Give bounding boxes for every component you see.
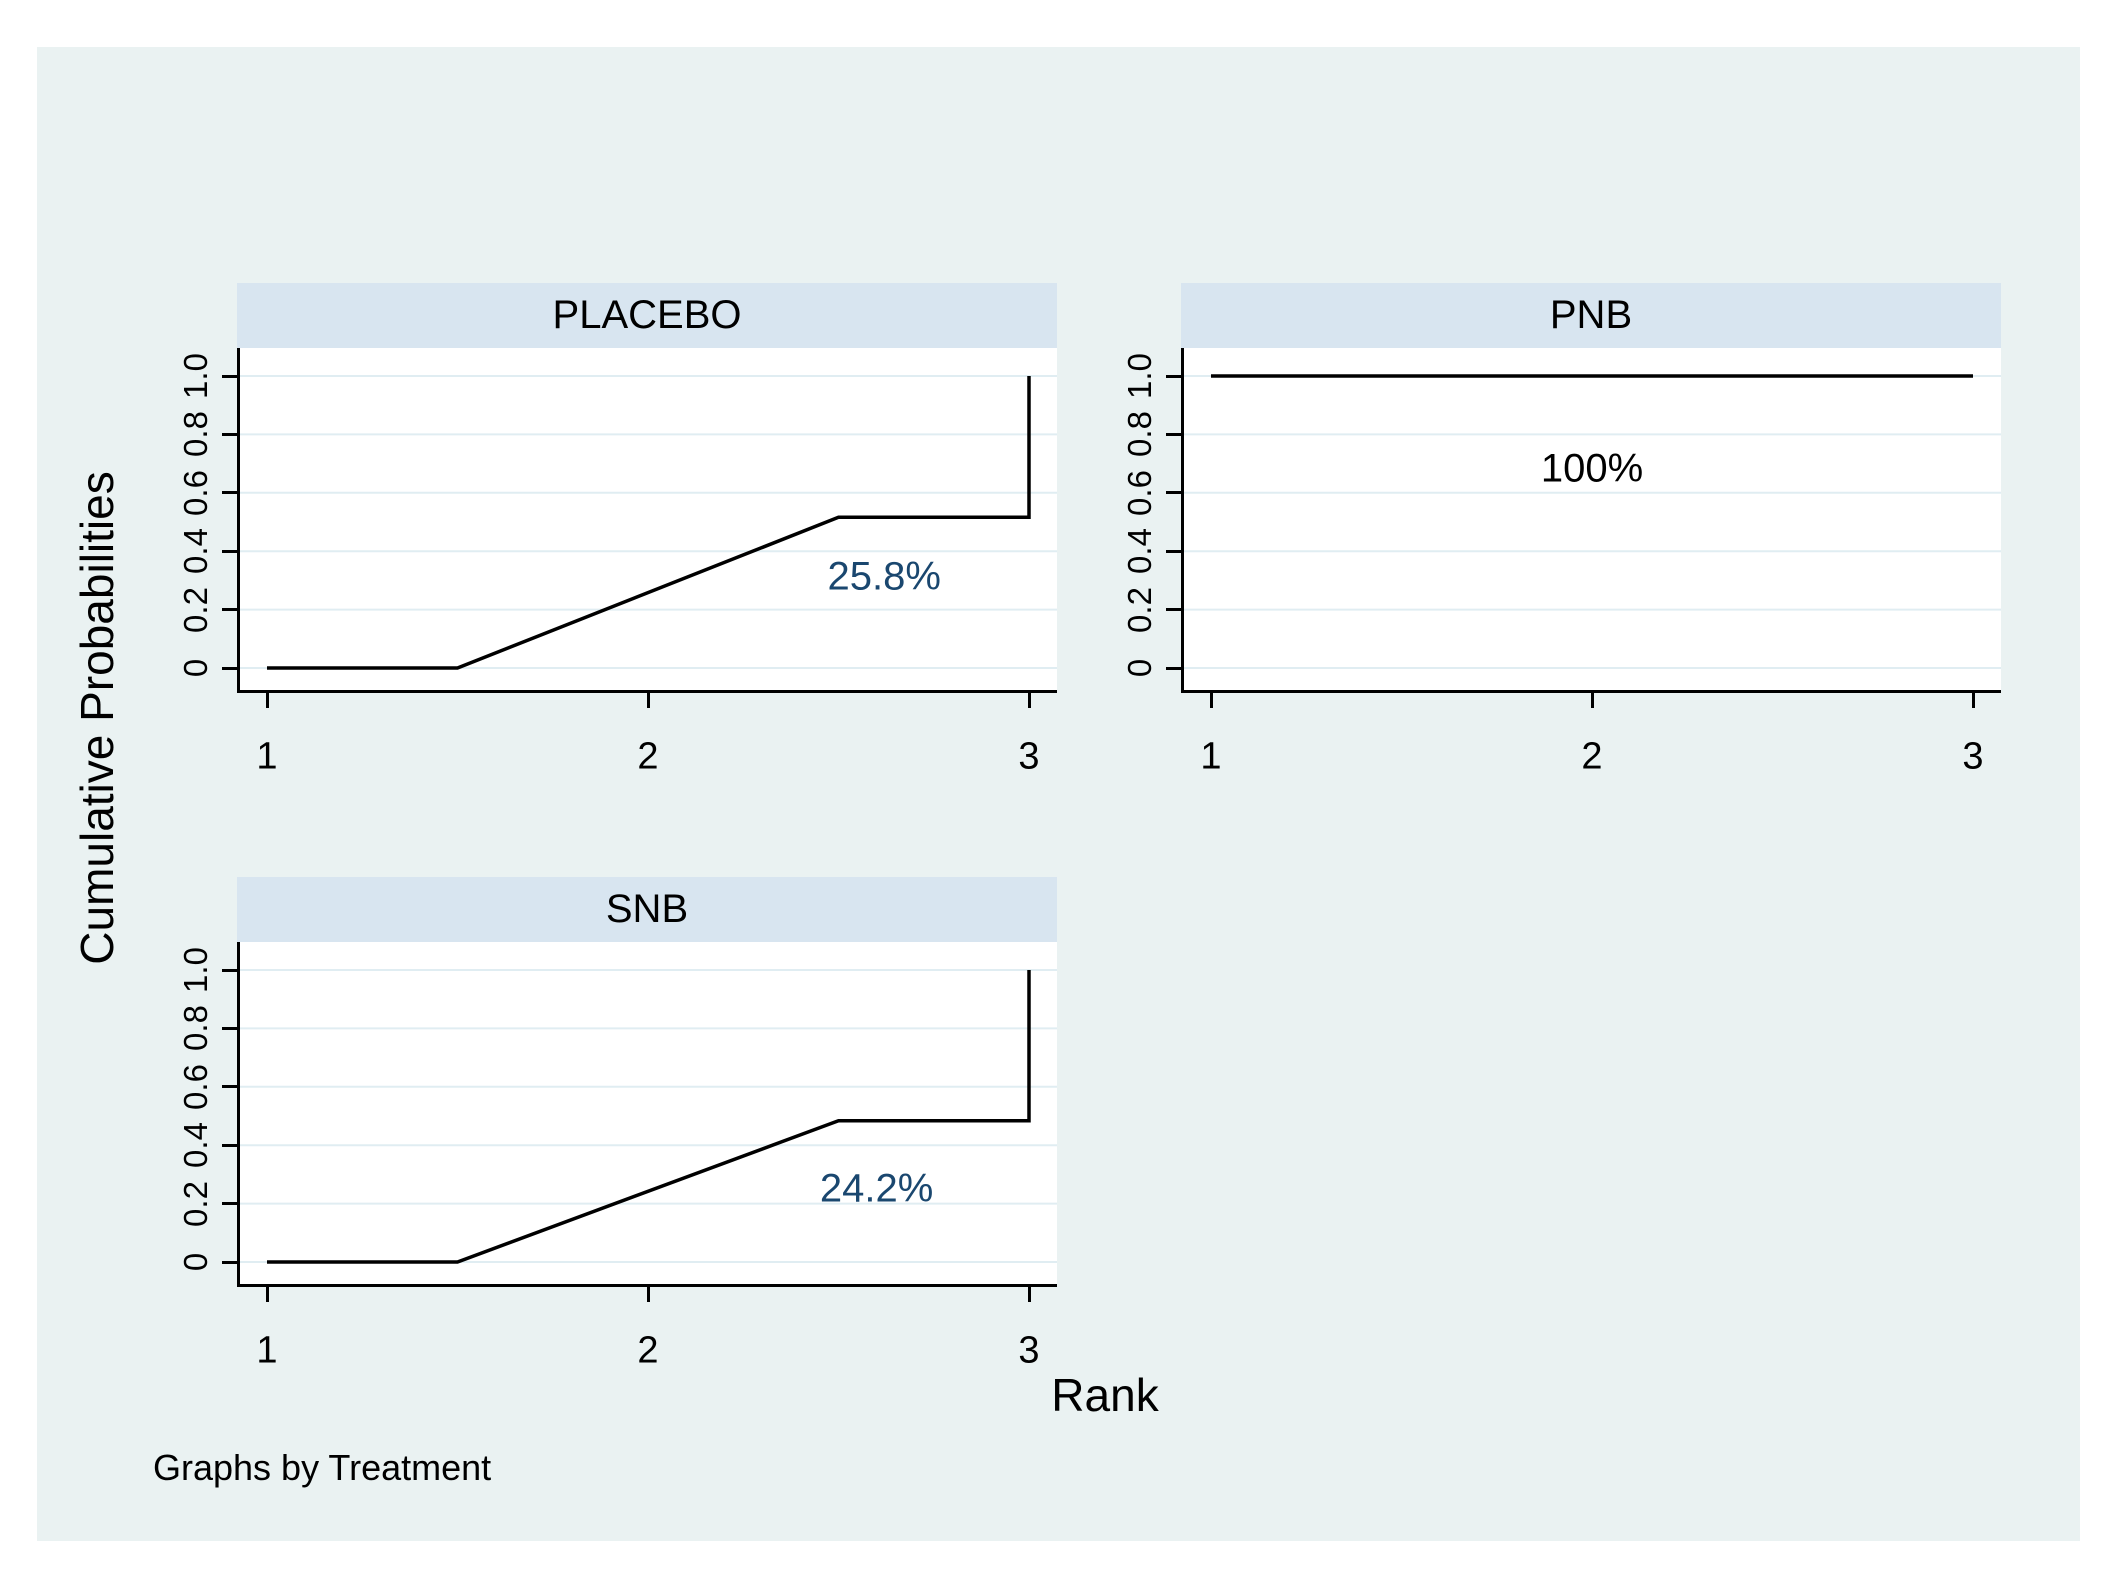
y-axis-tick-label: 0.6 [1121,469,1158,516]
x-axis-tick-label: 3 [1018,735,1040,778]
plot-area: 25.8% [237,348,1057,693]
panel-title-band: PLACEBO [237,283,1057,348]
plot-area: 100% [1181,348,2001,693]
y-axis-tick [222,1202,237,1206]
annotation-percent: 25.8% [827,554,941,599]
x-axis-tick-label: 2 [1581,735,1603,778]
annotation-percent: 100% [1540,446,1644,491]
y-axis-tick-label: 1.0 [177,353,214,399]
x-axis-tick [265,1287,269,1302]
y-axis-tick-label: 1.0 [177,947,214,993]
panel-title: SNB [605,887,689,931]
x-axis-tick-label: 1 [256,735,278,778]
x-axis-tick-label: 1 [1200,735,1222,778]
y-axis-tick [222,1260,237,1264]
y-axis-tick [222,666,237,670]
y-axis-tick [1166,549,1181,553]
panel-title: PLACEBO [552,293,742,337]
y-axis-tick [222,1026,237,1030]
y-axis-tick [1166,608,1181,612]
x-axis-tick-label: 3 [1962,735,1984,778]
y-axis-tick-label: 0.2 [177,1180,214,1227]
x-axis-tick [1027,693,1031,708]
x-axis-tick [265,693,269,708]
x-axis-tick-label: 2 [637,1329,659,1372]
panel-snb: SNB 24.2% 0 0.2 0.4 0.6 0.8 1.0 1 2 3 [177,877,1057,1372]
y-axis-tick-label: 0.4 [177,528,214,575]
y-axis-tick-label: 0.8 [1121,411,1158,458]
panel-title-band: PNB [1181,283,2001,348]
y-axis-tick-label: 0.8 [177,1005,214,1052]
y-axis-title: Cumulative Probabilities [71,471,123,965]
y-axis-tick-label: 0.8 [177,411,214,458]
y-axis-tick-label: 0.4 [177,1122,214,1169]
y-axis-tick-label: 0 [177,658,214,678]
panel-title: PNB [1549,293,1633,337]
y-axis-tick-label: 0.2 [177,586,214,633]
y-axis-tick [222,608,237,612]
y-axis-tick [1166,491,1181,495]
y-axis-tick-label: 0 [1121,658,1158,678]
x-axis-title: Rank [1051,1369,1159,1421]
data-line-chart [1181,348,2001,693]
y-axis-tick-label: 1.0 [1121,353,1158,399]
data-line-chart [237,348,1057,693]
y-axis-tick-label: 0.6 [177,469,214,516]
plot-area: 24.2% [237,942,1057,1287]
x-axis-tick [1027,1287,1031,1302]
x-axis-tick [646,1287,650,1302]
y-axis-tick [222,432,237,436]
panel-title-band: SNB [237,877,1057,942]
x-axis-tick-label: 2 [637,735,659,778]
y-axis-tick [222,1143,237,1147]
x-axis-tick [1971,693,1975,708]
y-axis-tick [222,1085,237,1089]
x-axis-tick [646,693,650,708]
y-axis-tick [1166,374,1181,378]
x-axis-tick [1590,693,1594,708]
y-axis-tick-label: 0.4 [1121,528,1158,575]
y-axis-tick [222,374,237,378]
data-line-chart [237,942,1057,1287]
y-axis-tick [1166,432,1181,436]
y-axis-tick [1166,666,1181,670]
x-axis-tick-label: 1 [256,1329,278,1372]
annotation-percent: 24.2% [819,1166,934,1211]
y-axis-tick-label: 0 [177,1252,214,1272]
y-axis-tick-label: 0.2 [1121,586,1158,633]
by-graph-note: Graphs by Treatment [153,1447,492,1488]
y-axis-tick-label: 0.6 [177,1063,214,1110]
x-axis-tick [1209,693,1213,708]
x-axis-tick-label: 3 [1018,1329,1040,1372]
panel-pnb: PNB 100% 0 0.2 0.4 0.6 0.8 1.0 1 2 3 [1121,283,2001,778]
y-axis-tick [222,549,237,553]
y-axis-tick [222,968,237,972]
panel-placebo: PLACEBO 25.8% 0 0.2 0.4 0.6 0.8 1.0 1 2 3 [177,283,1057,778]
figure-canvas [37,47,2080,1541]
y-axis-tick [222,491,237,495]
